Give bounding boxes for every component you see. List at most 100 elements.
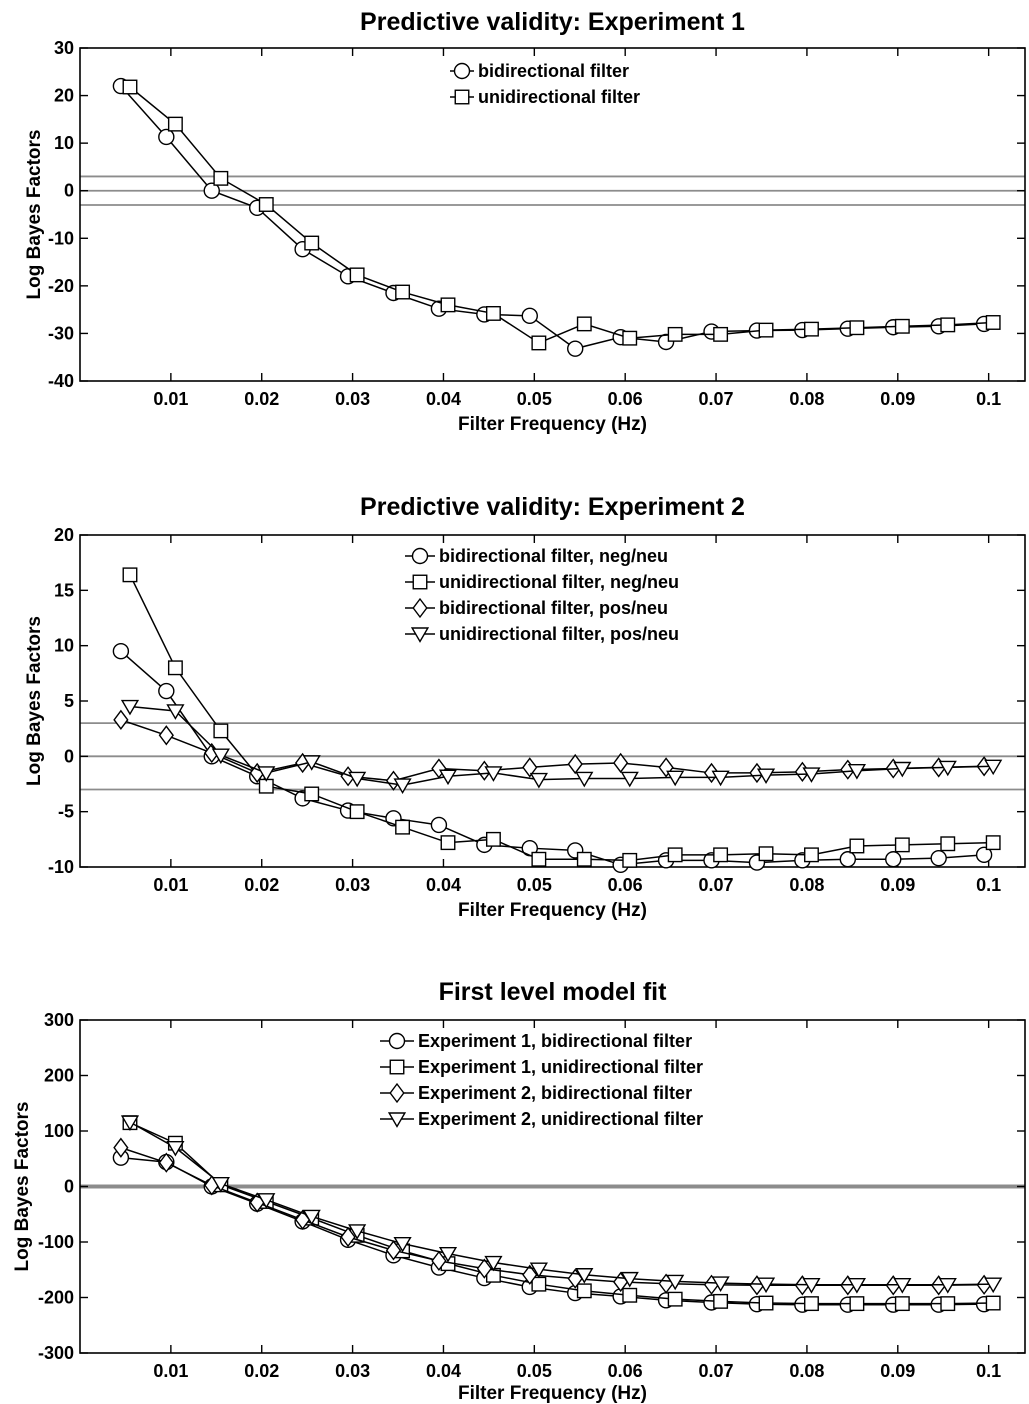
y-axis-label: Log Bayes Factors bbox=[12, 1102, 33, 1272]
data-point bbox=[211, 748, 230, 765]
data-point bbox=[348, 771, 367, 788]
legend-marker bbox=[388, 1032, 406, 1050]
series-line bbox=[120, 85, 985, 350]
data-point bbox=[385, 770, 402, 791]
x-tick-label: 0.05 bbox=[517, 1361, 552, 1381]
data-point bbox=[802, 1278, 821, 1294]
data-point bbox=[894, 837, 910, 853]
data-point bbox=[975, 846, 993, 864]
legend-label: Experiment 1, unidirectional filter bbox=[418, 1057, 703, 1077]
x-tick-label: 0.08 bbox=[789, 1361, 824, 1381]
data-point bbox=[713, 847, 729, 863]
data-point bbox=[575, 1268, 594, 1284]
data-point bbox=[485, 305, 501, 321]
data-point bbox=[756, 768, 776, 785]
data-point bbox=[521, 307, 538, 325]
data-point bbox=[258, 197, 274, 212]
x-tick-label: 0.08 bbox=[789, 875, 824, 895]
data-point bbox=[484, 1255, 503, 1272]
data-point bbox=[893, 1278, 912, 1294]
data-point bbox=[158, 682, 175, 700]
data-point bbox=[257, 1193, 276, 1209]
data-point bbox=[167, 116, 183, 132]
series-square bbox=[122, 1115, 1001, 1312]
data-point bbox=[622, 330, 638, 346]
data-point bbox=[847, 764, 866, 780]
x-tick-label: 0.07 bbox=[699, 1361, 734, 1381]
x-tick-label: 0.07 bbox=[699, 389, 734, 409]
data-point bbox=[938, 1278, 957, 1294]
data-point bbox=[804, 847, 819, 863]
data-point bbox=[531, 851, 547, 867]
x-tick-label: 0.06 bbox=[608, 389, 643, 409]
data-point bbox=[304, 786, 320, 802]
data-point bbox=[167, 660, 183, 676]
data-point bbox=[166, 1140, 185, 1157]
x-tick-label: 0.04 bbox=[426, 875, 461, 895]
x-tick-label: 0.06 bbox=[608, 1361, 643, 1381]
data-point bbox=[522, 757, 538, 778]
x-tick-label: 0.02 bbox=[244, 389, 279, 409]
data-point bbox=[113, 709, 129, 730]
x-tick-label: 0.04 bbox=[426, 1361, 461, 1381]
y-tick-label: 0 bbox=[64, 181, 74, 201]
x-tick-label: 0.01 bbox=[153, 875, 188, 895]
chart-panel-1: Predictive validity: Experiment 1 0.01 0.0… bbox=[24, 8, 1026, 435]
y-tick-label: 10 bbox=[54, 133, 74, 153]
legend-label: unidirectional filter, neg/neu bbox=[439, 572, 679, 592]
data-point bbox=[438, 769, 458, 786]
data-point bbox=[984, 759, 1003, 776]
data-point bbox=[622, 852, 638, 868]
data-point bbox=[894, 318, 910, 334]
data-point bbox=[613, 752, 629, 774]
x-tick-label: 0.07 bbox=[699, 875, 734, 895]
x-tick-label: 0.02 bbox=[244, 1361, 279, 1381]
data-point bbox=[302, 1209, 321, 1226]
data-point bbox=[395, 284, 411, 300]
x-tick-label: 0.05 bbox=[517, 875, 552, 895]
x-tick-label: 0.09 bbox=[880, 875, 915, 895]
plot-frame bbox=[79, 47, 1026, 382]
data-point bbox=[430, 816, 448, 834]
data-point bbox=[158, 725, 174, 746]
data-point bbox=[522, 1264, 538, 1285]
legend-marker bbox=[410, 627, 430, 643]
data-point bbox=[576, 1283, 592, 1299]
series-line bbox=[129, 1121, 994, 1286]
data-point bbox=[120, 1115, 140, 1132]
y-tick-label: 100 bbox=[44, 1121, 74, 1141]
data-point bbox=[211, 1177, 230, 1193]
y-tick-label: -40 bbox=[48, 371, 74, 391]
legend-label: Experiment 1, bidirectional filter bbox=[418, 1031, 692, 1051]
data-point bbox=[440, 297, 456, 313]
data-point bbox=[348, 1224, 367, 1240]
series-line bbox=[129, 705, 994, 786]
data-point bbox=[113, 1137, 129, 1158]
data-point bbox=[531, 1276, 547, 1292]
data-point bbox=[349, 804, 365, 820]
x-tick-label: 0.09 bbox=[880, 1361, 915, 1381]
x-tick-label: 0.03 bbox=[335, 389, 370, 409]
series-triangle-down bbox=[120, 1115, 1003, 1294]
data-point bbox=[158, 1152, 174, 1173]
legend-marker bbox=[412, 574, 428, 590]
data-point bbox=[385, 1240, 402, 1261]
data-point bbox=[349, 267, 365, 283]
series-square bbox=[122, 79, 1001, 351]
y-tick-label: -10 bbox=[48, 228, 74, 248]
legend-label: unidirectional filter bbox=[478, 87, 640, 107]
data-point bbox=[667, 1291, 683, 1307]
data-point bbox=[395, 819, 411, 835]
data-point bbox=[713, 326, 729, 342]
x-tick-label: 0.1 bbox=[976, 875, 1001, 895]
data-point bbox=[575, 771, 594, 788]
x-tick-label: 0.06 bbox=[608, 875, 643, 895]
y-tick-label: -10 bbox=[48, 857, 74, 877]
data-point bbox=[576, 851, 592, 867]
y-tick-label: -200 bbox=[38, 1288, 74, 1308]
x-tick-label: 0.01 bbox=[153, 1361, 188, 1381]
data-point bbox=[158, 128, 175, 146]
series-line bbox=[120, 1146, 985, 1287]
series-line bbox=[120, 650, 985, 866]
